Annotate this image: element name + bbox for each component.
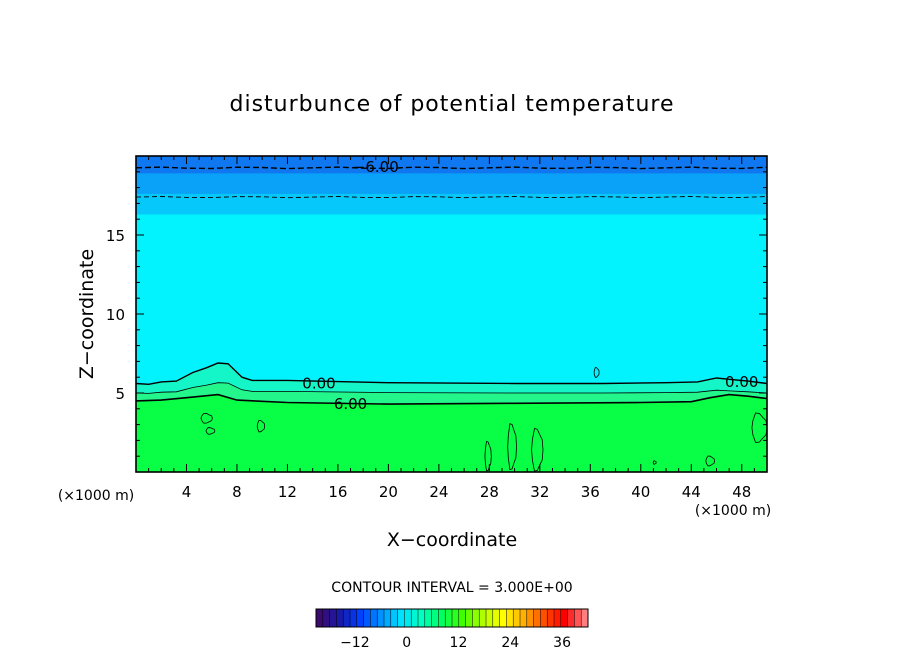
- contour-blob: [200, 412, 213, 424]
- colorbar-segment: [431, 609, 439, 627]
- contour-blob: [751, 412, 768, 443]
- colorbar-segment: [499, 609, 507, 627]
- colorbar-tick-label: 0: [402, 635, 411, 651]
- colorbar-segment: [329, 609, 337, 627]
- plot-area: [136, 156, 767, 472]
- colorbar-segment: [370, 609, 378, 627]
- contour-3: [135, 382, 768, 394]
- colorbar-segment: [581, 609, 589, 627]
- y-tick-label: 5: [115, 385, 125, 403]
- colorbar-segment: [560, 609, 569, 627]
- y-tick-label: 10: [106, 306, 125, 324]
- colorbar-tick-label: 12: [450, 635, 468, 651]
- contour-blob: [652, 460, 657, 465]
- x-axis-left-unit: (×1000 m): [58, 488, 134, 504]
- contour-label: 6.00: [334, 395, 367, 413]
- colorbar-segment: [411, 609, 419, 627]
- colorbar-segment: [384, 609, 392, 627]
- x-tick-label: 4: [182, 483, 192, 501]
- colorbar-segment: [465, 609, 473, 627]
- colorbar-segment: [418, 609, 426, 627]
- contour-interval-text: CONTOUR INTERVAL = 3.000E+00: [331, 580, 572, 596]
- colorbar-segment: [397, 609, 405, 627]
- contour-blob: [705, 455, 715, 467]
- colorbar-segment: [322, 609, 331, 627]
- contour-blob: [205, 427, 216, 435]
- region-band-3-6: [136, 382, 767, 405]
- y-tick-label: 15: [106, 227, 125, 245]
- colorbar-segment: [438, 609, 446, 627]
- x-tick-label: 28: [480, 483, 499, 501]
- colorbar-segment: [540, 609, 548, 627]
- contour-minus-6: [135, 166, 768, 170]
- colorbar-segment: [404, 609, 412, 627]
- x-tick-label: 12: [278, 483, 297, 501]
- colorbar-segment: [356, 609, 365, 627]
- colorbar-segment: [486, 609, 494, 627]
- colorbar-tick-label: 36: [553, 635, 571, 651]
- x-tick-label: 16: [328, 483, 347, 501]
- colorbar-segment: [445, 609, 453, 627]
- contour-minus-3: [135, 196, 768, 199]
- contour-zero: [135, 362, 768, 386]
- colorbar-segment: [458, 609, 467, 627]
- colorbar-segment: [567, 609, 575, 627]
- x-tick-label: 32: [530, 483, 549, 501]
- contour-blob: [256, 419, 266, 433]
- colorbar-frame: [315, 608, 589, 628]
- colorbar-segment: [513, 609, 521, 627]
- x-tick-label: 40: [631, 483, 650, 501]
- contour-lines: [135, 166, 768, 472]
- colorbar-segment: [316, 609, 324, 627]
- x-tick-label: 8: [232, 483, 242, 501]
- colorbar-tick-label: −12: [340, 635, 370, 651]
- y-axis-label: Z−coordinate: [76, 249, 98, 379]
- contour-blob: [507, 423, 517, 471]
- contour-labels: −6.00 0.00 0.00 6.00: [302, 158, 758, 413]
- colorbar-segment: [424, 609, 433, 627]
- colorbar-segment: [377, 609, 385, 627]
- contour-label: −6.00: [353, 158, 399, 176]
- colorbar-segment: [452, 609, 460, 627]
- colorbar-segment: [506, 609, 514, 627]
- colorbar-segment: [574, 609, 582, 627]
- colorbar-segment: [336, 609, 344, 627]
- contour-label: 0.00: [302, 375, 335, 393]
- x-tick-label: 24: [429, 483, 448, 501]
- colorbar-segment: [363, 609, 371, 627]
- contour-blob: [593, 367, 600, 378]
- x-tick-label: 48: [732, 483, 751, 501]
- colorbar-segment: [526, 609, 535, 627]
- chart-title: disturbunce of potential temperature: [230, 92, 675, 117]
- colorbar-segment: [554, 609, 562, 627]
- x-axis-right-unit: (×1000 m): [695, 503, 771, 519]
- colorbar-segment: [547, 609, 555, 627]
- x-tick-label: 44: [682, 483, 701, 501]
- colorbar-segment: [390, 609, 399, 627]
- colorbar-segment: [533, 609, 541, 627]
- x-tick-label: 36: [581, 483, 600, 501]
- colorbar-segment: [343, 609, 351, 627]
- colorbar-segment: [520, 609, 528, 627]
- colorbar-segment: [479, 609, 487, 627]
- contour-6: [135, 393, 768, 405]
- colorbar-segment: [350, 609, 358, 627]
- x-tick-label: 20: [379, 483, 398, 501]
- colorbar: −12 0 12 24 36: [315, 608, 589, 651]
- region-band-0-3: [136, 363, 767, 394]
- colorbar-tick-label: 24: [501, 635, 519, 651]
- x-axis-label: X−coordinate: [387, 529, 517, 551]
- colorbar-segment: [492, 609, 501, 627]
- colorbar-segment: [472, 609, 480, 627]
- contour-label: 0.00: [725, 373, 758, 391]
